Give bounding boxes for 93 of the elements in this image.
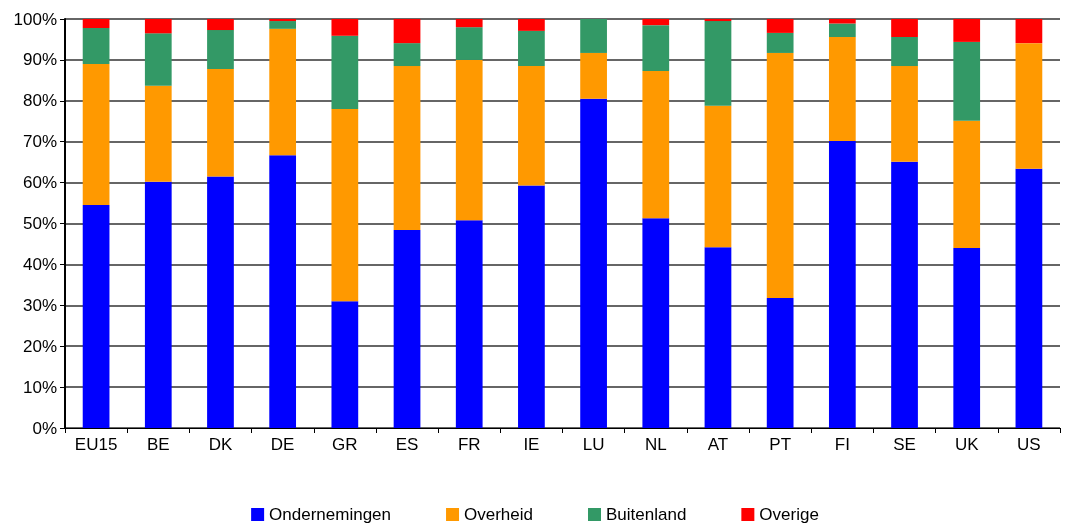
- x-tick-label: EU15: [74, 435, 118, 454]
- legend-label: Overige: [759, 505, 819, 524]
- bar: [704, 19, 732, 22]
- x-tick-label: SE: [893, 435, 916, 454]
- y-tick-label: 20%: [22, 336, 57, 356]
- bar: [269, 155, 297, 428]
- bar: [953, 41, 981, 121]
- bar: [580, 19, 607, 53]
- bar: [144, 19, 172, 34]
- x-tick-label: US: [1017, 435, 1041, 454]
- bar: [207, 68, 234, 177]
- bar: [82, 19, 110, 28]
- bar: [953, 120, 981, 249]
- bar: [766, 19, 794, 33]
- bar: [207, 30, 234, 69]
- bar: [828, 140, 856, 428]
- bar: [891, 161, 918, 428]
- bar: [1015, 43, 1043, 169]
- bar: [518, 185, 545, 428]
- x-tick-label: NL: [644, 435, 667, 454]
- y-tick-label: 90%: [22, 50, 57, 70]
- bar: [1015, 168, 1043, 428]
- bar: [393, 19, 421, 44]
- bar: [642, 19, 670, 26]
- bar: [828, 37, 856, 141]
- bar: [704, 105, 732, 248]
- y-tick-label: 60%: [22, 173, 57, 193]
- bar: [82, 205, 110, 428]
- y-tick-label: 50%: [22, 214, 57, 233]
- bar: [953, 19, 981, 42]
- bar: [455, 220, 483, 428]
- bar: [766, 297, 794, 428]
- x-tick-label: FI: [834, 435, 850, 454]
- bar: [642, 25, 670, 71]
- bar: [269, 19, 297, 22]
- bar: [331, 19, 359, 36]
- bar: [144, 33, 172, 86]
- bar: [704, 247, 732, 428]
- bar: [766, 52, 794, 298]
- y-tick-label: 80%: [22, 91, 57, 111]
- bar: [518, 30, 545, 67]
- bar: [331, 35, 359, 109]
- bar: [207, 19, 234, 31]
- bar: [518, 66, 545, 186]
- bar: [144, 85, 172, 182]
- y-tick-label: 10%: [22, 377, 57, 397]
- bar: [580, 98, 607, 428]
- bar: [393, 66, 421, 231]
- bar: [393, 230, 421, 428]
- y-tick-label: 0%: [32, 418, 57, 438]
- legend-label: Overheid: [464, 505, 534, 524]
- bar: [642, 218, 670, 428]
- bar: [891, 66, 918, 162]
- x-tick-label: IE: [523, 435, 540, 454]
- bar: [828, 19, 856, 24]
- legend-label: Buitenland: [606, 505, 687, 524]
- bar: [82, 63, 110, 206]
- bar: [207, 176, 234, 428]
- y-tick-label: 40%: [22, 254, 57, 274]
- legend-label: Ondernemingen: [269, 505, 392, 524]
- bar: [518, 19, 545, 31]
- y-tick-label: 70%: [22, 132, 57, 152]
- bar: [1015, 19, 1043, 44]
- bar: [580, 52, 607, 99]
- x-tick-label: DE: [270, 435, 295, 454]
- bar: [331, 108, 359, 302]
- bar: [455, 19, 483, 28]
- x-tick-label: AT: [707, 435, 729, 454]
- bar: [82, 28, 110, 64]
- bar: [704, 21, 732, 106]
- bar: [269, 28, 297, 156]
- bar: [642, 70, 670, 219]
- bar: [455, 59, 483, 221]
- x-tick-label: ES: [395, 435, 419, 454]
- y-tick-label: 100%: [13, 9, 57, 29]
- x-tick-label: FR: [457, 435, 481, 454]
- x-tick-label: UK: [954, 435, 980, 454]
- x-tick-label: DK: [208, 435, 233, 454]
- bar: [393, 43, 421, 67]
- bar: [828, 23, 856, 37]
- bar: [144, 181, 172, 428]
- bar: [891, 37, 918, 67]
- x-tick-label: LU: [582, 435, 605, 454]
- x-tick-label: PT: [769, 435, 792, 454]
- bar: [766, 32, 794, 53]
- bar: [331, 301, 359, 428]
- bar: [455, 27, 483, 60]
- y-tick-label: 30%: [22, 295, 57, 315]
- bar: [891, 19, 918, 37]
- bar: [269, 21, 297, 29]
- x-tick-label: BE: [146, 435, 170, 454]
- bar: [953, 248, 981, 428]
- x-tick-label: GR: [332, 435, 358, 454]
